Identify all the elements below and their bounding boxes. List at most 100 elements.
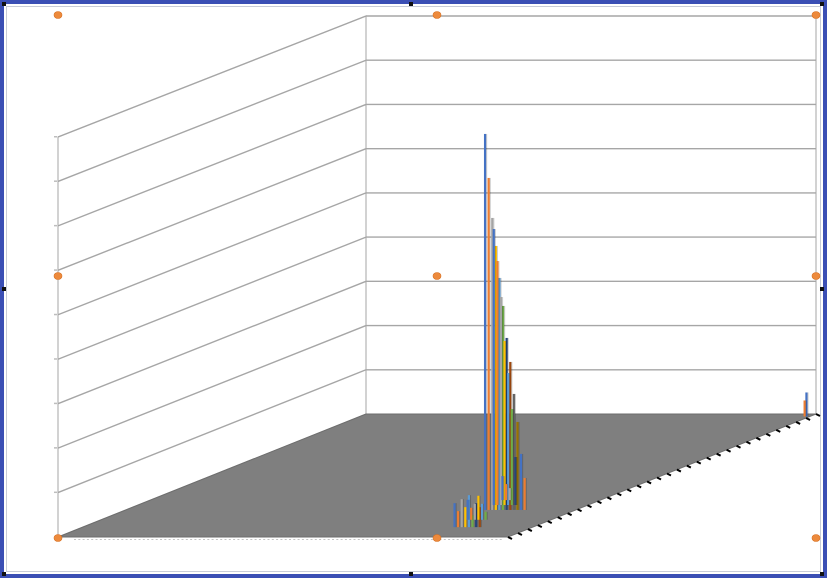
bar[interactable] <box>496 261 499 506</box>
x-tick-label <box>177 539 180 540</box>
bar[interactable] <box>498 277 501 510</box>
bar[interactable] <box>491 217 494 510</box>
bar[interactable] <box>457 511 460 528</box>
frame-handle[interactable] <box>409 2 413 6</box>
x-tick-label <box>452 539 455 540</box>
bar[interactable] <box>505 484 508 501</box>
bar[interactable] <box>508 488 511 501</box>
bar-side <box>489 177 491 510</box>
bar-side <box>479 495 481 520</box>
resize-handle[interactable] <box>811 272 821 280</box>
frame-handle[interactable] <box>820 2 824 6</box>
bar[interactable] <box>507 373 510 506</box>
bar[interactable] <box>523 477 526 510</box>
x-tick-label <box>164 539 167 540</box>
frame-handle[interactable] <box>2 287 6 291</box>
bar[interactable] <box>466 499 469 520</box>
x-tick-label <box>276 539 279 540</box>
resize-handle[interactable] <box>432 272 442 280</box>
bar[interactable] <box>470 507 473 520</box>
bar-side <box>473 515 475 528</box>
resize-handle[interactable] <box>432 11 442 19</box>
bar-side <box>483 503 485 520</box>
frame-handle[interactable] <box>2 2 6 6</box>
depth-axis-tick <box>537 524 543 528</box>
resize-handle[interactable] <box>811 11 821 19</box>
bar[interactable] <box>519 453 523 510</box>
depth-axis-tick <box>785 425 791 429</box>
resize-handle[interactable] <box>432 534 442 542</box>
bar[interactable] <box>483 133 487 510</box>
bar[interactable] <box>514 457 517 506</box>
bar[interactable] <box>475 503 478 528</box>
bar[interactable] <box>473 503 476 520</box>
bar[interactable] <box>478 507 481 528</box>
bar[interactable] <box>471 515 474 528</box>
x-tick-label <box>353 539 356 540</box>
bar[interactable] <box>505 337 508 510</box>
resize-handle[interactable] <box>53 534 63 542</box>
bar[interactable] <box>460 499 463 528</box>
frame-handle[interactable] <box>820 287 824 291</box>
bar[interactable] <box>464 507 467 528</box>
depth-axis-tick <box>805 417 811 421</box>
bar-side <box>486 511 488 520</box>
depth-axis-tick <box>686 464 692 469</box>
x-tick-label <box>233 539 236 540</box>
x-tick-label <box>332 539 334 540</box>
x-tick-label <box>323 539 326 540</box>
x-tick-label <box>422 539 425 540</box>
bar[interactable] <box>480 503 484 520</box>
frame-handle[interactable] <box>820 572 824 576</box>
bar[interactable] <box>510 409 513 506</box>
frame-handle[interactable] <box>2 572 6 576</box>
x-tick-label <box>151 539 154 540</box>
frame-handle[interactable] <box>409 572 413 576</box>
x-tick-label <box>297 539 300 540</box>
depth-axis-tick <box>517 532 523 536</box>
bar[interactable] <box>501 305 505 510</box>
x-tick-label <box>198 539 201 540</box>
depth-axis-tick <box>726 448 732 453</box>
x-tick-label <box>129 539 132 540</box>
x-tick-label <box>495 539 498 540</box>
x-tick-label <box>314 539 317 540</box>
gridline <box>57 15 367 138</box>
bar[interactable] <box>494 245 497 510</box>
bar[interactable] <box>487 177 490 510</box>
back-wall <box>365 15 817 415</box>
bar[interactable] <box>484 511 487 520</box>
gridline <box>57 236 367 360</box>
x-tick-label <box>289 539 291 540</box>
gridline <box>57 369 367 494</box>
x-tick-label <box>327 539 330 540</box>
bar[interactable] <box>512 393 515 510</box>
x-tick-label <box>418 539 420 540</box>
x-tick-label <box>258 539 261 540</box>
bar[interactable] <box>477 495 480 520</box>
x-tick-label <box>125 539 128 540</box>
resize-handle[interactable] <box>811 534 821 542</box>
resize-handle[interactable] <box>53 272 63 280</box>
x-tick-label <box>147 539 150 540</box>
bar[interactable] <box>492 229 495 506</box>
bar[interactable] <box>467 495 471 528</box>
bar[interactable] <box>501 476 504 501</box>
y-tick-label <box>54 180 57 182</box>
bar-side <box>514 393 516 510</box>
bar[interactable] <box>805 392 808 417</box>
bar[interactable] <box>803 400 806 417</box>
bar[interactable] <box>509 361 512 510</box>
bar[interactable] <box>503 341 506 506</box>
bar[interactable] <box>516 421 519 510</box>
depth-axis-tick <box>507 536 513 540</box>
bar[interactable] <box>499 297 503 506</box>
bar[interactable] <box>453 503 456 528</box>
y-tick-label <box>54 313 57 316</box>
x-tick-label <box>448 539 451 540</box>
x-tick-label <box>246 539 248 540</box>
bar-side <box>455 503 457 528</box>
resize-handle[interactable] <box>53 11 63 19</box>
bar-side <box>516 457 518 506</box>
